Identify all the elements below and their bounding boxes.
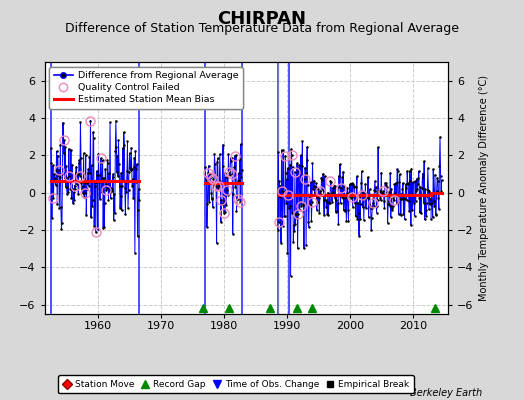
Legend: Difference from Regional Average, Quality Control Failed, Estimated Station Mean: Difference from Regional Average, Qualit… bbox=[49, 67, 243, 109]
Y-axis label: Monthly Temperature Anomaly Difference (°C): Monthly Temperature Anomaly Difference (… bbox=[479, 75, 489, 301]
Legend: Station Move, Record Gap, Time of Obs. Change, Empirical Break: Station Move, Record Gap, Time of Obs. C… bbox=[58, 376, 414, 394]
Text: Berkeley Earth: Berkeley Earth bbox=[410, 388, 482, 398]
Text: CHIRPAN: CHIRPAN bbox=[217, 10, 307, 28]
Text: Difference of Station Temperature Data from Regional Average: Difference of Station Temperature Data f… bbox=[65, 22, 459, 35]
